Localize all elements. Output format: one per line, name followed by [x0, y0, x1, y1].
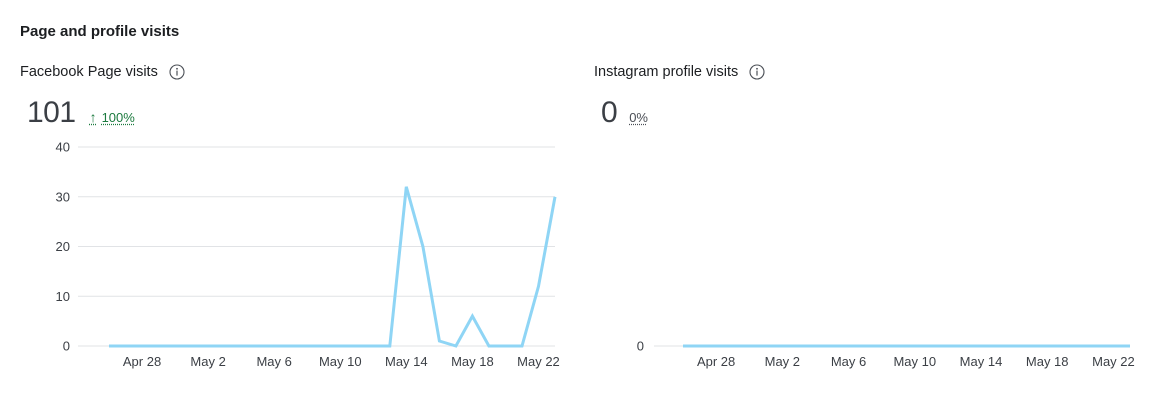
series-line	[109, 186, 557, 348]
x-tick-label: May 6	[256, 354, 291, 369]
metric-change-value: 100%	[101, 109, 135, 125]
panel-header: Facebook Page visits	[20, 60, 565, 84]
x-tick-label: May 14	[960, 354, 1003, 369]
section-title: Page and profile visits	[20, 23, 180, 40]
x-tick-label: May 18	[1026, 354, 1069, 369]
metric-value: 101	[27, 96, 76, 129]
panel-title: Instagram profile visits	[594, 64, 739, 80]
x-tick-label: Apr 28	[697, 354, 735, 369]
x-tick-label: May 18	[451, 354, 494, 369]
arrow-up-icon: ↑	[89, 109, 97, 125]
metric-change[interactable]: 0%	[629, 110, 648, 125]
x-tick-label: May 6	[831, 354, 866, 369]
x-tick-label: May 22	[517, 354, 560, 369]
y-tick-label: 40	[56, 140, 70, 155]
x-tick-label: May 2	[190, 354, 225, 369]
y-tick-label: 0	[63, 339, 70, 354]
x-tick-label: May 10	[319, 354, 362, 369]
facebook-visits-chart: 0 10 20 30 40 Apr 28 May 2 May 6 May 10 May 14 May…	[56, 140, 560, 370]
info-circle-icon[interactable]	[749, 64, 765, 80]
instagram-visits-chart: 0 Apr 28 May 2 May 6 May 10 May 14 May 18 May 2…	[637, 339, 1135, 370]
metric-value: 0	[601, 96, 618, 129]
info-circle-icon[interactable]	[169, 64, 185, 80]
y-tick-label: 0	[637, 339, 644, 354]
y-tick-label: 10	[56, 289, 70, 304]
facebook-visits-panel: Facebook Page visits 101 ↑ 100% 0 10 20 30 4…	[20, 60, 565, 400]
metric-row: 101 ↑ 100%	[27, 96, 135, 130]
metric-change-value: 0%	[629, 110, 648, 125]
panel-header: Instagram profile visits	[594, 60, 1154, 84]
metric-change[interactable]: ↑ 100%	[90, 109, 135, 125]
x-tick-label: May 10	[893, 354, 936, 369]
x-tick-label: May 22	[1092, 354, 1135, 369]
y-tick-label: 20	[56, 239, 70, 254]
x-tick-label: May 2	[765, 354, 800, 369]
panel-title: Facebook Page visits	[20, 64, 158, 80]
metric-row: 0 0%	[601, 96, 648, 130]
y-tick-label: 30	[56, 189, 70, 204]
x-tick-label: May 14	[385, 354, 428, 369]
x-tick-label: Apr 28	[123, 354, 161, 369]
instagram-visits-panel: Instagram profile visits 0 0% 0 Apr 28 May…	[594, 60, 1154, 400]
